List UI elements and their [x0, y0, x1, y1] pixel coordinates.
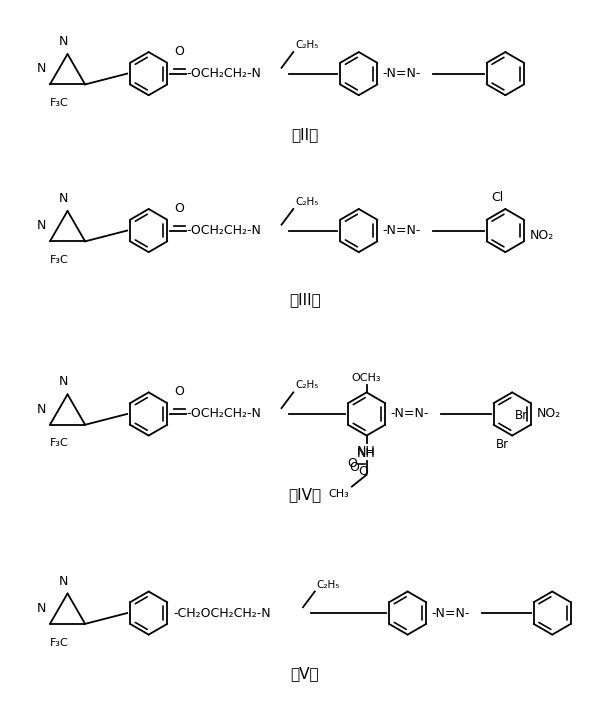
Text: -N=N-: -N=N- [431, 607, 470, 620]
Text: NO₂: NO₂ [537, 408, 561, 421]
Text: -OCH₂CH₂-N: -OCH₂CH₂-N [187, 408, 262, 421]
Text: O: O [174, 202, 184, 215]
Text: F₃C: F₃C [51, 255, 69, 265]
Text: F₃C: F₃C [51, 638, 69, 648]
Text: N: N [59, 192, 68, 205]
Text: O: O [174, 45, 184, 58]
Text: （IV）: （IV） [289, 487, 321, 502]
Text: C₂H₅: C₂H₅ [295, 380, 318, 390]
Text: NH: NH [357, 448, 376, 461]
Text: C₂H₅: C₂H₅ [295, 197, 318, 207]
Text: O: O [347, 458, 357, 471]
Text: CH₃: CH₃ [328, 489, 349, 500]
Text: N: N [59, 375, 68, 388]
Text: N: N [37, 219, 46, 232]
Text: -N=N-: -N=N- [382, 224, 420, 237]
Text: O: O [349, 461, 359, 474]
Text: （II）: （II） [292, 127, 318, 142]
Text: （III）: （III） [289, 291, 321, 307]
Text: -CH₂OCH₂CH₂-N: -CH₂OCH₂CH₂-N [173, 607, 271, 620]
Text: N: N [59, 575, 68, 588]
Text: Br: Br [496, 438, 509, 451]
Text: Br: Br [515, 408, 528, 422]
Text: OCH₃: OCH₃ [352, 372, 381, 382]
Text: O: O [359, 465, 368, 478]
Text: -N=N-: -N=N- [390, 408, 428, 421]
Text: C₂H₅: C₂H₅ [317, 580, 340, 589]
Text: Cl: Cl [492, 191, 504, 204]
Text: F₃C: F₃C [51, 98, 69, 108]
Text: N: N [59, 35, 68, 48]
Text: -OCH₂CH₂-N: -OCH₂CH₂-N [187, 67, 262, 80]
Text: N: N [37, 403, 46, 416]
Text: -N=N-: -N=N- [382, 67, 420, 80]
Text: C₂H₅: C₂H₅ [295, 40, 318, 50]
Text: N: N [37, 602, 46, 615]
Text: O: O [174, 385, 184, 398]
Text: -OCH₂CH₂-N: -OCH₂CH₂-N [187, 224, 262, 237]
Text: NH: NH [357, 445, 376, 458]
Text: NO₂: NO₂ [529, 229, 554, 242]
Text: N: N [37, 62, 46, 75]
Text: （V）: （V） [291, 667, 319, 681]
Text: F₃C: F₃C [51, 438, 69, 448]
